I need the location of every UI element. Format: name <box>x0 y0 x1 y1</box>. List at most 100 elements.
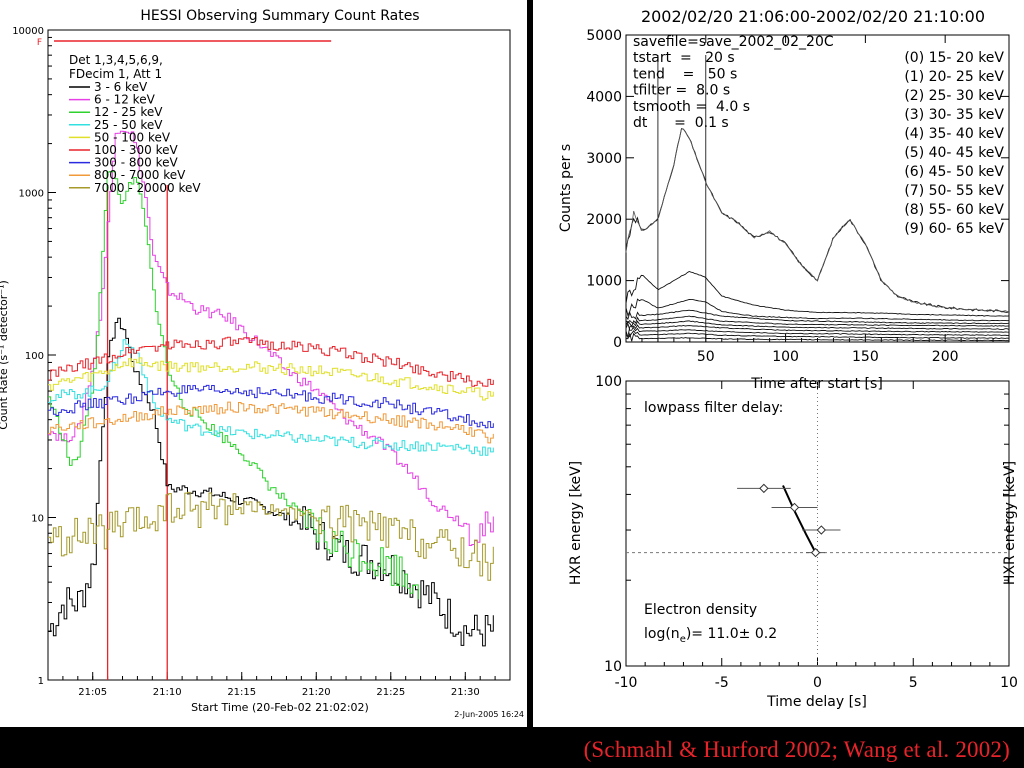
density-subscript: e <box>680 634 686 645</box>
left-series-line <box>48 130 494 546</box>
left-legend-header-1: Det 1,3,4,5,6,9, <box>69 53 163 67</box>
left-x-axis-label: Start Time (20-Feb-02 21:02:02) <box>191 701 369 714</box>
top-y-tick-label: 4000 <box>586 89 622 105</box>
top-energy-band-label: (0) 15- 20 keV <box>904 50 1004 66</box>
top-energy-band-label: (9) 60- 65 keV <box>904 221 1004 237</box>
left-series-line <box>48 357 494 401</box>
hessi-summary-panel: HESSI Observing Summary Count Rates Coun… <box>0 0 527 727</box>
bottom-y-axis-label-right: HXR energy [keV] <box>1002 461 1018 585</box>
top-y-tick-label: 1000 <box>586 274 622 290</box>
top-param-text: tstart = 20 s <box>633 50 735 66</box>
left-y-axis-label: Count Rate (s⁻¹ detector⁻¹) <box>0 280 10 430</box>
left-legend-label: 3 - 6 keV <box>94 80 148 94</box>
bottom-plot-frame <box>625 380 1010 667</box>
top-y-tick-label: 5000 <box>586 28 622 44</box>
bottom-x-tick-label: -5 <box>715 675 729 691</box>
left-x-tick-label: 21:25 <box>376 687 405 698</box>
top-series-line-smoothed <box>625 127 1010 313</box>
top-param-text: tend = 50 s <box>633 66 737 82</box>
bottom-y-axis-label-left: HXR energy [keV] <box>568 461 584 585</box>
left-x-tick-label: 21:30 <box>451 687 480 698</box>
top-series-line <box>625 309 1010 325</box>
left-series-line <box>48 171 419 600</box>
left-y-tick-label: 100 <box>25 351 44 362</box>
left-series-line <box>48 317 494 647</box>
density-value: )= 11.0± 0.2 <box>686 626 777 642</box>
bottom-x-axis-label: Time delay [s] <box>766 694 867 710</box>
left-series-line <box>48 401 494 444</box>
top-param-text: tfilter = 8.0 s <box>633 83 730 99</box>
left-y-tick-label: 1000 <box>19 189 44 200</box>
top-energy-band-label: (2) 25- 30 keV <box>904 88 1004 104</box>
left-legend-label: 12 - 25 keV <box>94 105 163 119</box>
top-energy-band-label: (3) 30- 35 keV <box>904 107 1004 123</box>
left-legend-header-2: FDecim 1, Att 1 <box>69 67 162 81</box>
bottom-data-point <box>759 483 769 494</box>
top-series-line <box>625 322 1010 333</box>
left-legend-label: 800 - 7000 keV <box>94 168 186 182</box>
left-series-line <box>48 339 494 456</box>
electron-density-value: log(ne)= 11.0± 0.2 <box>644 626 777 645</box>
left-y-tick-label: 10000 <box>12 26 44 37</box>
top-y-tick-label: 3000 <box>586 151 622 167</box>
top-x-axis-label: Time after start [s] <box>750 376 883 392</box>
hessi-summary-chart: HESSI Observing Summary Count Rates Coun… <box>0 8 524 719</box>
top-param-text: tsmooth = 4.0 s <box>633 99 750 115</box>
left-axis-ticks: 10000 1000 100 10 1 21:05 21:10 21:15 21:20 21:25… <box>12 26 511 698</box>
top-series-line <box>625 330 1010 340</box>
top-y-axis-label: Counts per s <box>558 144 574 232</box>
left-x-tick-label: 21:05 <box>78 687 107 698</box>
top-x-tick-label: 50 <box>697 349 715 365</box>
filter-delay-annotation: lowpass filter delay: <box>644 400 783 416</box>
bottom-fit-curve <box>782 485 817 554</box>
top-energy-band-label: (4) 35- 40 keV <box>904 126 1004 142</box>
left-series-line <box>48 491 494 581</box>
left-series-line <box>48 336 494 387</box>
electron-density-title: Electron density <box>644 602 757 618</box>
top-series-line <box>625 332 1010 342</box>
left-x-tick-label: 21:20 <box>302 687 331 698</box>
left-legend-label: 50 - 100 keV <box>94 130 171 144</box>
left-y-tick-label: 10 <box>31 514 44 525</box>
left-legend-label: 100 - 300 keV <box>94 143 178 157</box>
left-legend-label: 7000 - 20000 keV <box>94 181 201 195</box>
top-x-tick-label: 100 <box>772 349 799 365</box>
left-x-tick-label: 21:10 <box>153 687 182 698</box>
left-footer-date: 2-Jun-2005 16:24 <box>454 710 524 719</box>
top-axis-ticks: 5000 4000 3000 2000 1000 0 50 100 150 200 <box>586 28 1009 365</box>
top-energy-band-label: (6) 45- 50 keV <box>904 164 1004 180</box>
top-chart-title: 2002/02/20 21:06:00-2002/02/20 21:10:00 <box>641 7 985 26</box>
top-param-text: dt = 0.1 s <box>633 115 729 131</box>
top-energy-band-label: (1) 20- 25 keV <box>904 69 1004 85</box>
top-energy-band-label: (7) 50- 55 keV <box>904 183 1004 199</box>
top-series-line <box>625 324 1010 338</box>
citation-credit: (Schmahl & Hurford 2002; Wang et al. 200… <box>583 737 1010 762</box>
delay-analysis-panel: 2002/02/20 21:06:00-2002/02/20 21:10:00 … <box>533 0 1024 727</box>
top-series-group <box>625 127 1010 342</box>
bottom-x-tick-label: 5 <box>909 675 918 691</box>
top-y-tick-label: 0 <box>613 335 622 351</box>
left-legend-label: 6 - 12 keV <box>94 93 156 107</box>
bottom-data-marks <box>737 483 841 558</box>
left-legend-label: 25 - 50 keV <box>94 118 163 132</box>
top-series-line <box>625 315 1010 328</box>
delay-analysis-chart: 2002/02/20 21:06:00-2002/02/20 21:10:00 … <box>558 7 1018 710</box>
top-energy-band-label: (8) 55- 60 keV <box>904 202 1004 218</box>
top-y-tick-label: 2000 <box>586 212 622 228</box>
left-series-line <box>48 384 494 429</box>
bottom-data-point <box>810 547 821 558</box>
bottom-y-tick-label: 100 <box>595 374 622 390</box>
bottom-x-tick-label: 0 <box>813 675 822 691</box>
left-flag-marker: F <box>37 38 42 48</box>
top-series-line <box>625 271 1010 317</box>
top-energy-band-label: (5) 40- 45 keV <box>904 145 1004 161</box>
left-y-tick-label: 1 <box>38 676 44 687</box>
top-series-line <box>625 319 1010 330</box>
top-x-tick-label: 150 <box>852 349 879 365</box>
left-legend-label: 300 - 800 keV <box>94 156 178 170</box>
bottom-data-point <box>816 525 827 535</box>
top-param-text: savefile=save_2002_02_20C <box>633 34 834 50</box>
